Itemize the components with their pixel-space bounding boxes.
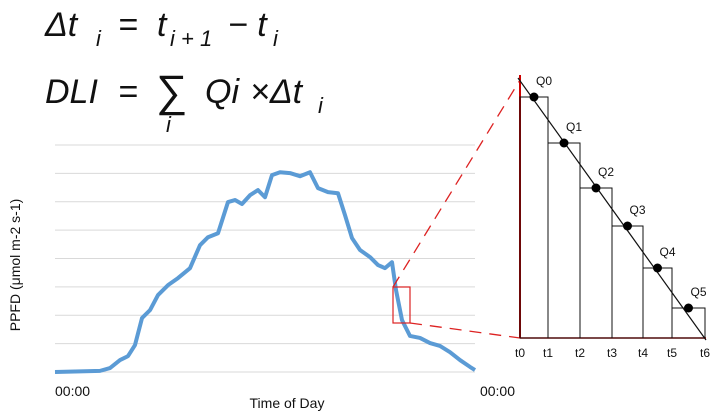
line-chart (54, 144, 477, 374)
step-rect (642, 267, 673, 339)
x-start-label: 00:00 (55, 383, 90, 399)
sample-dot (529, 92, 539, 102)
ppfd-line (54, 170, 477, 374)
zoom-line (392, 79, 521, 288)
zoom-line (409, 322, 521, 339)
formula-sub: i + 1 (170, 26, 212, 51)
q-label: Q0 (536, 74, 552, 88)
t-label: t2 (575, 346, 585, 360)
x-end-label: 00:00 (480, 383, 515, 399)
y-axis-label: PPFD (μmol m-2 s-1) (7, 199, 23, 332)
t-label: t4 (638, 346, 648, 360)
formula-part: DLI (45, 73, 98, 111)
step-rect (611, 225, 644, 339)
t-label: t0 (515, 346, 525, 360)
t-label: t6 (700, 346, 710, 360)
q-label: Q3 (630, 203, 646, 217)
formula-sub: i (96, 26, 102, 51)
step-rect (519, 96, 549, 339)
step-rect (547, 142, 581, 339)
sample-dot (591, 183, 601, 193)
q-label: Q4 (660, 245, 676, 259)
q-label: Q5 (691, 285, 707, 299)
formula-part: Qi (205, 73, 240, 111)
inset: Q0 Q1 Q2 Q3 Q4 Q5 t0 t1 t2 t3 t4 t5 t6 (515, 74, 710, 360)
formula-part: Δt (44, 6, 79, 44)
formula-part: = (118, 6, 138, 44)
step-rect (579, 187, 613, 339)
sample-dot (559, 138, 569, 148)
trend-line (517, 77, 707, 341)
formula-part: t (157, 6, 168, 44)
q-label: Q1 (566, 120, 582, 134)
sample-dot (623, 221, 632, 231)
formula-sub: i (166, 112, 172, 137)
t-label: t3 (607, 346, 617, 360)
sample-dot (684, 303, 693, 313)
formula-part: ×Δt (250, 73, 304, 111)
formula-sum: ∑ (156, 67, 187, 116)
formula-part: = (118, 73, 138, 111)
t-label: t1 (543, 346, 553, 360)
q-label: Q2 (598, 165, 614, 179)
sample-dot (653, 263, 662, 273)
x-axis-label: Time of Day (250, 395, 325, 411)
zoom-box (392, 286, 411, 324)
formula-part: − t (228, 6, 268, 44)
formula-sub: i (273, 26, 279, 51)
t-label: t5 (667, 346, 677, 360)
formula-sub: i (318, 93, 324, 118)
